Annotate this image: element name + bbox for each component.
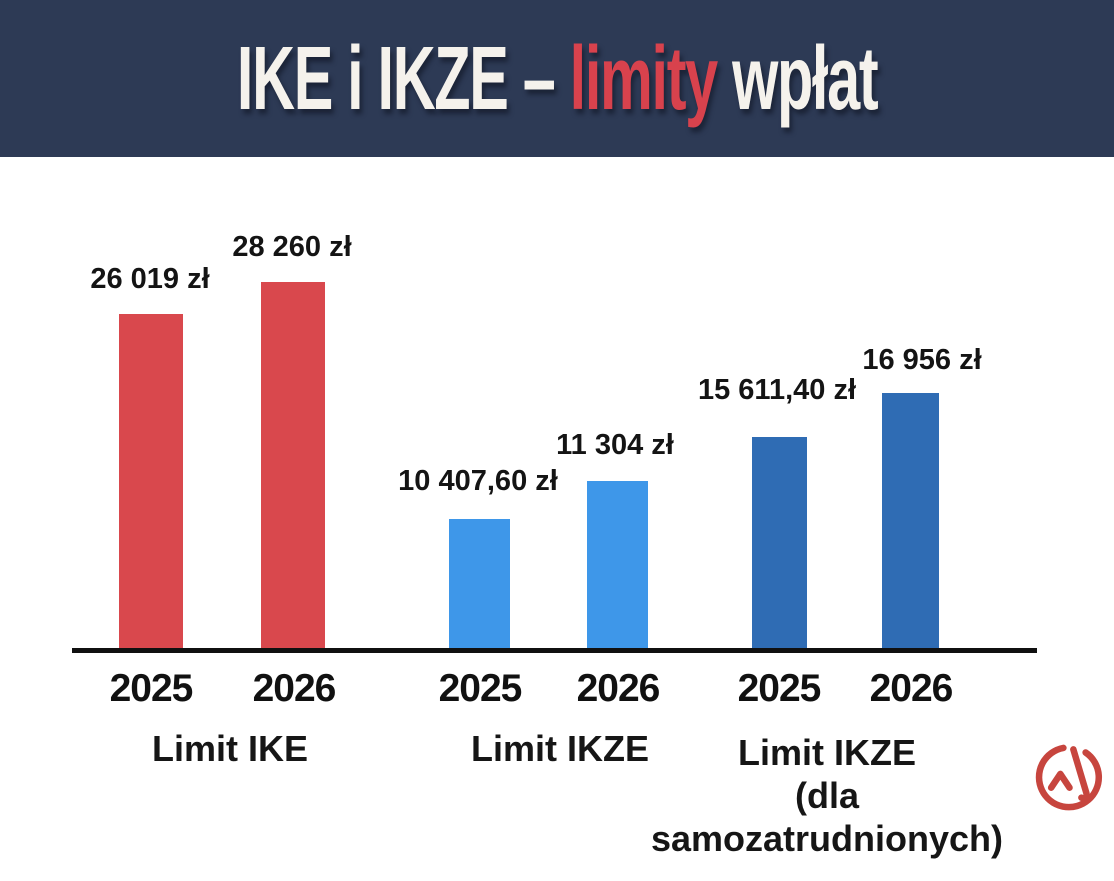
group-label-line: Limit IKZE <box>738 732 916 773</box>
group-label-ikze: Limit IKZE <box>471 728 649 769</box>
year-label: 2026 <box>252 667 337 710</box>
group-label-ikze-self: Limit IKZE (dla samozatrudnionych) <box>607 731 1047 861</box>
value-label-ikze-2026: 11 304 zł <box>556 429 674 461</box>
year-label: 2026 <box>869 667 954 710</box>
header-band: IKE i IKZE – limity wpłat <box>0 0 1114 157</box>
bar-ikze-2025 <box>449 519 510 649</box>
bar-ike-2025 <box>119 314 183 649</box>
group-label-line: (dla <box>794 775 859 817</box>
bar-ikze-self-2025 <box>752 437 807 649</box>
bar-ikze-self-2026 <box>882 393 939 649</box>
bar-ikze-2026 <box>587 481 648 649</box>
brand-logo <box>1032 740 1104 814</box>
title-highlight: limity <box>569 28 719 129</box>
year-label: 2025 <box>109 667 194 710</box>
page-title: IKE i IKZE – limity wpłat <box>237 34 879 124</box>
year-label: 2026 <box>576 667 661 710</box>
bar-ike-2026 <box>261 282 325 649</box>
title-prefix: IKE i IKZE – <box>236 28 570 129</box>
value-label-ike-2025: 26 019 zł <box>90 263 210 295</box>
logo-icon <box>1035 744 1102 811</box>
value-label-ikze-self-2025: 15 611,40 zł <box>697 374 857 406</box>
title-suffix: wpłat <box>716 28 879 129</box>
value-label-ikze-2025: 10 407,60 zł <box>398 465 558 497</box>
x-axis-line <box>72 648 1037 653</box>
year-label: 2025 <box>737 667 822 710</box>
value-label-ikze-self-2026: 16 956 zł <box>862 344 982 376</box>
year-label: 2025 <box>438 667 523 710</box>
group-label-line: samozatrudnionych) <box>650 818 1004 860</box>
value-label-ike-2026: 28 260 zł <box>232 231 352 263</box>
group-label-ike: Limit IKE <box>151 728 309 769</box>
